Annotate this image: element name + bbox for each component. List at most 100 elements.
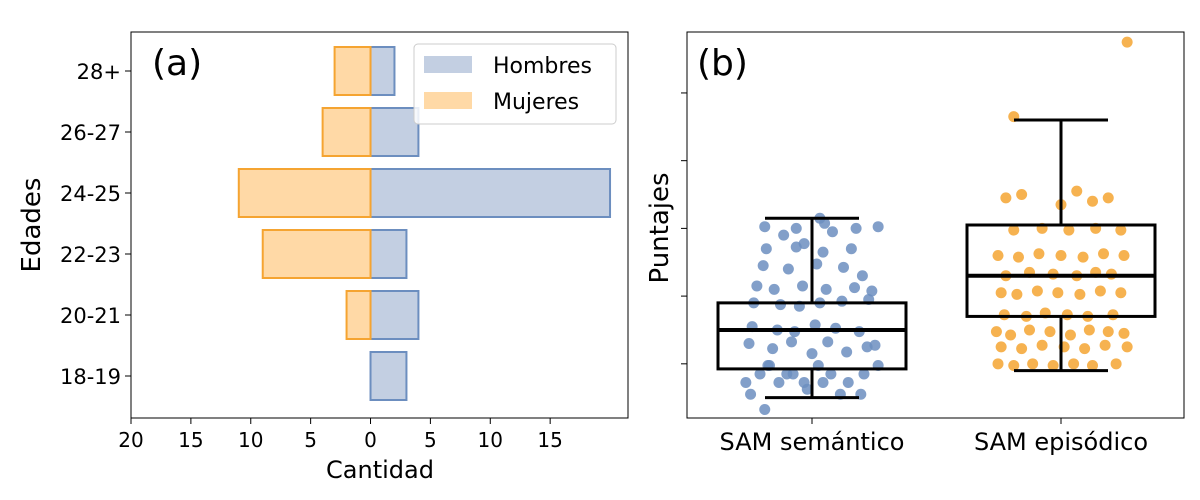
point-semantico — [768, 283, 780, 295]
point-episodico — [1099, 339, 1111, 351]
panel-b-x-ticks: SAM semántico SAM episódico — [720, 418, 1148, 456]
x-tick-label: 10 — [238, 428, 263, 452]
panel-b-label: (b) — [697, 43, 748, 84]
point-episodico — [1012, 251, 1024, 263]
bar-mujeres-26-27 — [321, 107, 372, 157]
point-semantico — [760, 243, 772, 255]
x-tick-label: 5 — [424, 428, 437, 452]
point-semantico — [797, 280, 809, 292]
y-tick-label: 26-27 — [60, 121, 121, 145]
point-semantico — [751, 280, 763, 292]
point-episodico — [1031, 285, 1043, 297]
panel-a-xlabel: Cantidad — [326, 456, 434, 484]
point-semantico — [745, 388, 757, 400]
panel-b-y-ticks — [681, 92, 687, 365]
point-semantico — [759, 404, 771, 416]
point-semantico — [856, 270, 868, 282]
point-episodico — [1087, 360, 1098, 372]
point-semantico — [817, 246, 829, 258]
point-episodico — [1083, 324, 1095, 336]
point-semantico — [809, 319, 821, 331]
bar-hombres-22-23 — [369, 229, 408, 279]
panel-a-y-ticks: 18-19 20-21 22-23 24-25 26-27 28+ — [60, 60, 131, 389]
point-semantico — [825, 368, 837, 380]
point-episodico — [1055, 249, 1067, 261]
point-episodico — [1033, 248, 1045, 260]
point-semantico — [806, 348, 818, 360]
point-episodico — [1094, 285, 1106, 297]
point-semantico — [811, 258, 823, 270]
panel-a-frame — [130, 31, 629, 419]
point-semantico — [869, 339, 881, 351]
point-episodico — [1118, 327, 1130, 339]
point-episodico — [1008, 224, 1020, 236]
legend-swatch-mujeres — [424, 92, 472, 109]
point-episodico — [1024, 324, 1035, 336]
x-tick-label: 0 — [364, 428, 377, 452]
point-semantico — [759, 221, 771, 233]
point-episodico — [1036, 339, 1048, 351]
legend: Hombres Mujeres — [413, 43, 617, 125]
point-semantico — [841, 346, 853, 358]
point-semantico — [817, 376, 829, 388]
point-episodico — [1068, 358, 1080, 370]
pyramid-bars — [237, 46, 612, 401]
point-episodico — [1061, 309, 1073, 321]
point-episodico — [1121, 36, 1133, 48]
point-episodico — [1087, 195, 1098, 207]
point-episodico — [1047, 360, 1059, 372]
bar-mujeres-28+ — [333, 46, 372, 96]
point-semantico — [822, 336, 834, 348]
point-episodico — [1005, 329, 1017, 341]
x-tick-label: 15 — [178, 428, 203, 452]
point-episodico — [1000, 192, 1012, 204]
point-episodico — [1063, 224, 1075, 236]
point-semantico — [743, 338, 755, 350]
point-episodico — [1115, 287, 1127, 299]
point-episodico — [1011, 288, 1023, 300]
bar-hombres-20-21 — [369, 290, 420, 340]
point-episodico — [992, 358, 1004, 370]
bar-hombres-24-25 — [369, 168, 612, 218]
point-semantico — [740, 376, 752, 388]
point-episodico — [1107, 309, 1119, 321]
point-semantico — [754, 368, 766, 380]
point-semantico — [782, 263, 794, 275]
point-episodico — [1121, 341, 1133, 353]
x-tick-label: SAM episódico — [974, 428, 1148, 456]
point-episodico — [1079, 343, 1091, 355]
panel-a-x-ticks: 20 15 10 5 0 5 10 15 — [118, 418, 563, 452]
point-semantico — [826, 226, 838, 238]
box-iqr — [965, 223, 1157, 318]
legend-swatch-hombres — [424, 56, 472, 73]
point-episodico — [1008, 360, 1020, 372]
y-tick-label: 28+ — [77, 60, 121, 84]
point-semantico — [838, 261, 849, 273]
bar-hombres-26-27 — [369, 107, 420, 157]
point-semantico — [790, 222, 802, 234]
point-episodico — [1110, 358, 1122, 370]
point-episodico — [1027, 358, 1039, 370]
y-tick-label: 20-21 — [60, 304, 121, 328]
point-episodico — [1102, 192, 1114, 204]
point-semantico — [781, 368, 793, 380]
panel-b-ylabel: Puntajes — [645, 172, 675, 283]
point-semantico — [773, 376, 785, 388]
bar-mujeres-20-21 — [345, 290, 372, 340]
x-tick-label: 15 — [537, 428, 562, 452]
point-semantico — [836, 295, 848, 307]
point-semantico — [778, 229, 790, 241]
point-episodico — [998, 309, 1010, 321]
bar-mujeres-22-23 — [261, 229, 372, 279]
x-tick-label: 20 — [118, 428, 143, 452]
x-tick-label: 10 — [478, 428, 503, 452]
y-tick-label: 18-19 — [60, 365, 121, 389]
point-semantico — [786, 336, 798, 348]
point-episodico — [995, 287, 1007, 299]
point-episodico — [1016, 189, 1028, 201]
legend-label-mujeres: Mujeres — [493, 90, 579, 115]
box-semantico — [716, 216, 908, 400]
point-episodico — [995, 341, 1007, 353]
point-episodico — [1077, 251, 1089, 263]
